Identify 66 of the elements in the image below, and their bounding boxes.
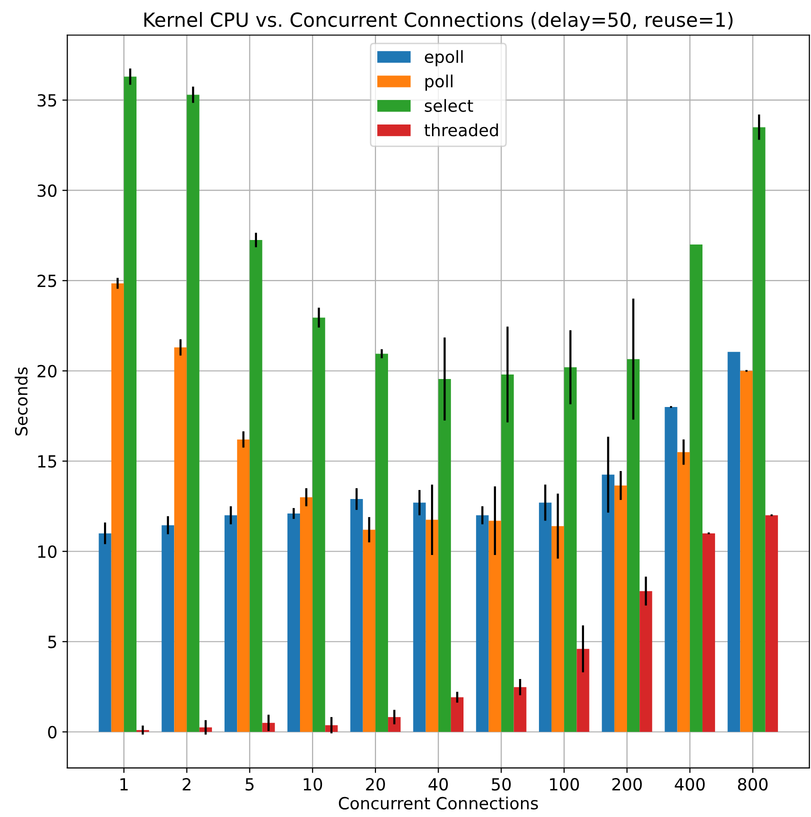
bar — [375, 354, 388, 732]
bar — [350, 499, 363, 732]
y-tick-label: 30 — [38, 184, 56, 197]
bar — [413, 502, 426, 732]
bar — [576, 648, 590, 732]
bar — [602, 474, 614, 732]
bar — [501, 374, 514, 732]
y-tick-label: 25 — [38, 274, 56, 288]
bar — [640, 591, 652, 732]
bar — [300, 497, 313, 732]
y-tick-label: 0 — [48, 726, 56, 738]
legend-label: epoll — [424, 50, 463, 66]
bar — [514, 687, 526, 732]
bar — [426, 520, 438, 732]
bar — [564, 367, 577, 732]
bar — [186, 94, 200, 732]
bar — [237, 439, 250, 732]
bar — [98, 533, 112, 732]
bar — [476, 515, 489, 732]
bar — [664, 406, 678, 732]
bar — [450, 697, 464, 732]
bar — [765, 515, 778, 732]
x-axis-title: Concurrent Connections — [338, 796, 538, 810]
bar — [740, 370, 753, 732]
x-tick-label: 400 — [674, 778, 705, 791]
legend-label: threaded — [424, 124, 498, 136]
bar — [627, 359, 640, 732]
x-tick-label: 200 — [612, 778, 642, 791]
bar — [162, 525, 174, 732]
bar — [690, 244, 702, 732]
bar — [362, 530, 376, 732]
bar — [614, 485, 628, 732]
x-tick-label: 2 — [182, 778, 190, 790]
y-tick-label: 10 — [38, 545, 56, 558]
bar — [388, 717, 401, 732]
y-tick-label: 15 — [38, 455, 56, 468]
x-tick-label: 1 — [120, 778, 128, 790]
bar — [111, 283, 124, 732]
legend-label: select — [424, 99, 474, 112]
bar — [677, 452, 690, 732]
bar — [702, 533, 716, 732]
bar — [224, 515, 238, 732]
bar — [287, 513, 300, 732]
bar — [174, 347, 187, 732]
y-tick-label: 5 — [48, 636, 56, 648]
y-axis-title: Seconds — [14, 367, 28, 436]
y-tick-label: 35 — [38, 94, 56, 107]
x-tick-label: 10 — [304, 778, 322, 791]
x-tick-label: 20 — [366, 778, 385, 791]
bar — [538, 502, 552, 732]
bar — [438, 378, 451, 732]
bar — [552, 526, 564, 732]
legend-label: poll — [425, 74, 452, 91]
bar — [312, 318, 326, 732]
bar — [752, 127, 766, 732]
x-tick-label: 40 — [428, 778, 448, 791]
x-tick-label: 5 — [246, 778, 254, 791]
y-tick-label: 20 — [38, 364, 56, 378]
bar — [124, 76, 136, 732]
chart-title: Kernel CPU vs. Concurrent Connections (delay=50, reuse=1) — [144, 12, 733, 31]
x-tick-label: 50 — [492, 778, 511, 791]
x-tick-label: 800 — [738, 778, 768, 791]
x-tick-label: 100 — [550, 778, 579, 791]
bar — [728, 352, 740, 732]
bar — [250, 240, 262, 732]
bar — [488, 520, 502, 732]
